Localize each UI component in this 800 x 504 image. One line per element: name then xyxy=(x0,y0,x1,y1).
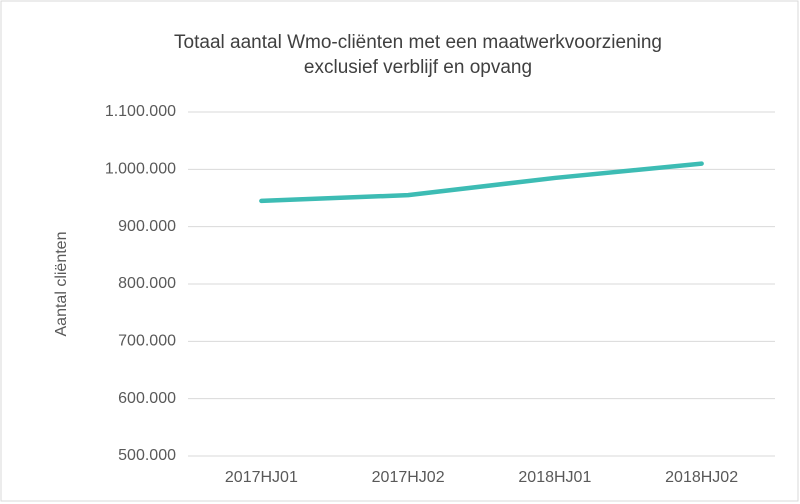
y-axis-label: Aantal cliënten xyxy=(53,232,70,337)
y-tick-label: 500.000 xyxy=(118,447,176,464)
y-tick-label: 600.000 xyxy=(118,390,176,407)
y-tick-label: 800.000 xyxy=(118,275,176,292)
x-tick-label: 2018HJ02 xyxy=(665,469,738,486)
y-tick-label: 1.100.000 xyxy=(105,103,176,120)
x-tick-label: 2018HJ01 xyxy=(518,469,591,486)
chart-title: Totaal aantal Wmo-cliënten met een maatw… xyxy=(174,32,662,53)
line xyxy=(259,161,704,204)
chart-title: exclusief verblijf en opvang xyxy=(304,57,532,78)
y-tick-label: 1.000.000 xyxy=(105,161,176,178)
x-tick-label: 2017HJ01 xyxy=(225,469,298,486)
x-tick-label: 2017HJ02 xyxy=(372,469,445,486)
y-tick-label: 700.000 xyxy=(118,333,176,350)
y-tick-label: 900.000 xyxy=(118,218,176,235)
